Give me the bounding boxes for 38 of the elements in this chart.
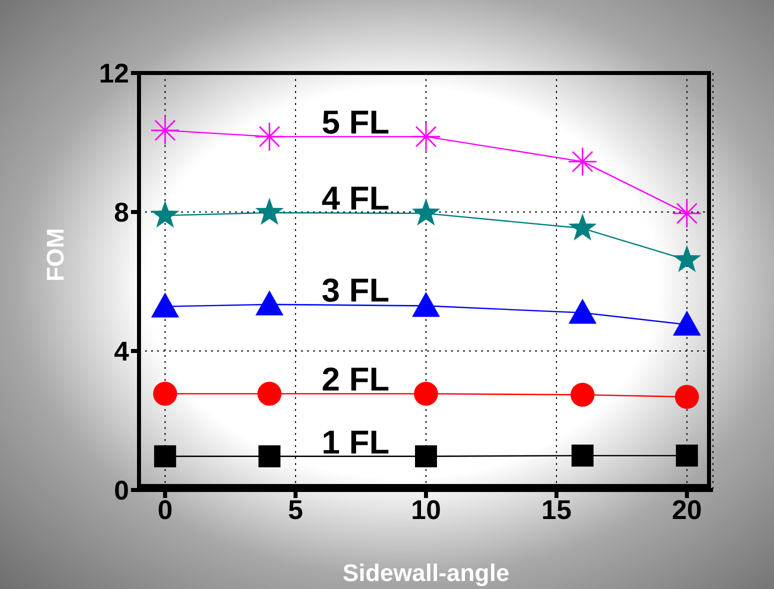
point bbox=[412, 198, 440, 226]
point bbox=[676, 444, 698, 467]
point bbox=[257, 382, 282, 406]
series-label: 2 FL bbox=[322, 360, 390, 398]
x-tick-label: 15 bbox=[541, 495, 572, 526]
point bbox=[415, 445, 437, 468]
point bbox=[572, 444, 594, 467]
x-axis-title: Sidewall-angle bbox=[342, 560, 510, 587]
x-tick-label: 20 bbox=[672, 495, 702, 526]
point bbox=[672, 310, 701, 336]
y-axis-title: FOM bbox=[42, 228, 70, 282]
point bbox=[568, 213, 597, 240]
point bbox=[258, 445, 280, 468]
series-label: 4 FL bbox=[322, 180, 390, 217]
y-tick-label: 4 bbox=[114, 336, 129, 367]
point bbox=[412, 292, 440, 317]
x-tick-label: 5 bbox=[288, 495, 304, 526]
point bbox=[672, 198, 702, 228]
point bbox=[153, 382, 178, 406]
point bbox=[672, 244, 702, 272]
point bbox=[150, 200, 180, 228]
series-label: 1 FL bbox=[322, 423, 390, 460]
y-tick-label: 8 bbox=[114, 198, 129, 228]
point bbox=[154, 445, 176, 468]
point bbox=[568, 146, 598, 176]
y-tick-label: 0 bbox=[114, 476, 129, 506]
x-tick-label: 0 bbox=[158, 495, 173, 526]
point bbox=[255, 198, 284, 225]
y-tick-label: 12 bbox=[98, 58, 129, 89]
point bbox=[674, 384, 699, 409]
point bbox=[568, 298, 597, 324]
x-tick-label: 10 bbox=[410, 495, 442, 526]
series-label: 3 FL bbox=[322, 271, 390, 308]
point bbox=[414, 382, 438, 406]
point bbox=[151, 292, 180, 318]
point bbox=[570, 382, 595, 407]
series-label: 5 FL bbox=[322, 104, 390, 141]
point bbox=[255, 290, 284, 316]
